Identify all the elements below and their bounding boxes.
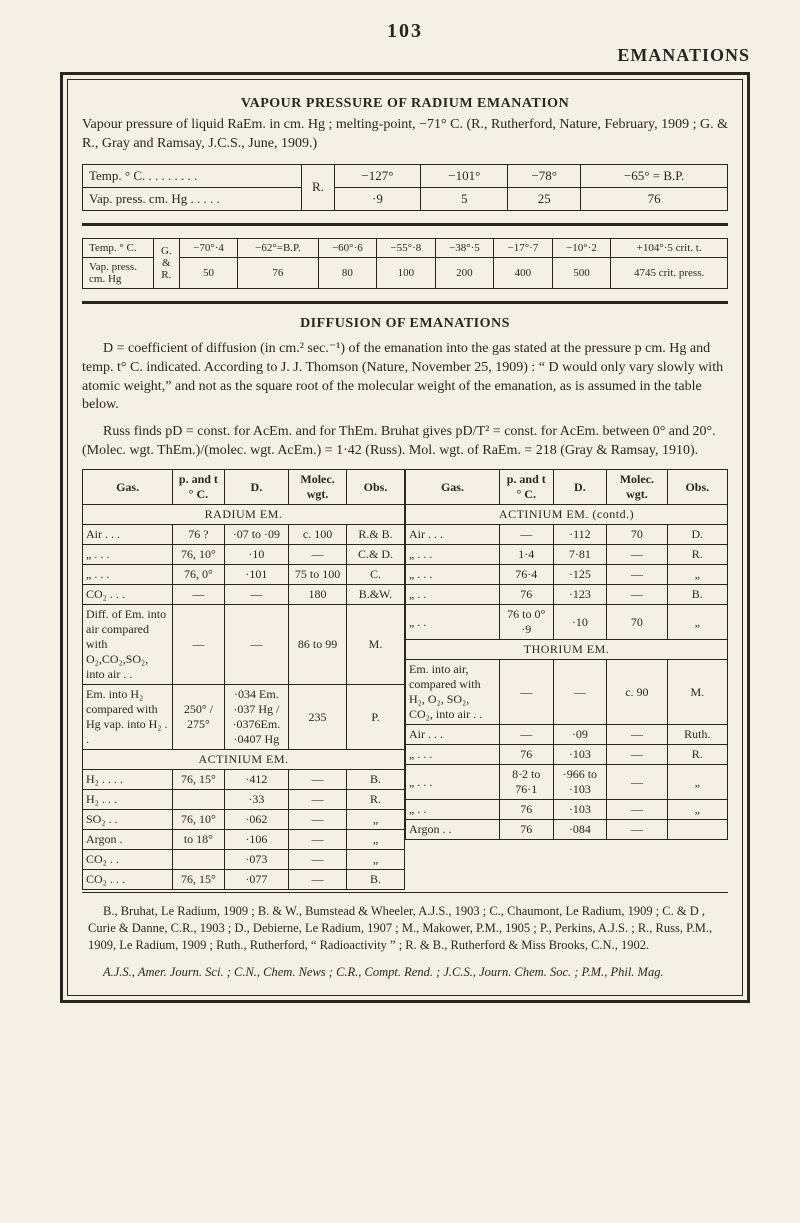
diffusion-right: Gas. p. and t ° C. D. Molec. wgt. Obs. A… xyxy=(405,469,728,890)
t1-c1-p: 5 xyxy=(421,187,508,210)
page-number: 103 xyxy=(60,20,750,43)
t2-c5-p: 400 xyxy=(494,257,553,288)
t1-r1-label: Temp. ° C. . . . . . . . . xyxy=(83,164,302,187)
right-block1-title: ACTINIUM EM. (contd.) xyxy=(406,505,728,525)
table-row: Em. into H₂ compared with Hg vap. into H… xyxy=(83,685,405,750)
h-gas: Gas. xyxy=(83,470,173,505)
vapour-table-2: Temp. ° C. G. & R. −70°·4 −62°=B.P. −60°… xyxy=(82,238,728,289)
right-table: Gas. p. and t ° C. D. Molec. wgt. Obs. A… xyxy=(405,469,728,840)
table-row: SO₂ . .76, 10°·062—„ xyxy=(83,810,405,830)
t2-c6-t: −10°·2 xyxy=(552,238,611,257)
table-row: Em. into air, compared with H₂, O₂, SO₂,… xyxy=(406,660,728,725)
t1-c0-p: ·9 xyxy=(334,187,421,210)
t2-r1-label: Temp. ° C. xyxy=(83,238,154,257)
h-pt: p. and t ° C. xyxy=(499,470,553,505)
t2-c7-t: +104°·5 crit. t. xyxy=(611,238,728,257)
left-block1-title: RADIUM EM. xyxy=(83,505,405,525)
t2-c4-t: −38°·5 xyxy=(435,238,494,257)
table-row: „ . . .76·4·125—„ xyxy=(406,565,728,585)
table-row: Air . . .—·11270D. xyxy=(406,525,728,545)
page: 103 EMANATIONS VAPOUR PRESSURE OF RADIUM… xyxy=(0,0,800,1033)
t2-c4-p: 200 xyxy=(435,257,494,288)
table-row: „ . . .8·2 to 76·1·966 to ·103—„ xyxy=(406,765,728,800)
table-row: H₂ . . . .76, 15°·412—B. xyxy=(83,770,405,790)
table-row: „ . . .76, 0°·10175 to 100C. xyxy=(83,565,405,585)
h-obs: Obs. xyxy=(347,470,405,505)
table-row: „ . . .1·47·81—R. xyxy=(406,545,728,565)
references-1: B., Bruhat, Le Radium, 1909 ; B. & W., B… xyxy=(88,903,722,954)
t2-side-mid: & xyxy=(162,257,171,269)
t2-c7-p: 4745 crit. press. xyxy=(611,257,728,288)
diffusion-tables: Gas. p. and t ° C. D. Molec. wgt. Obs. R… xyxy=(82,469,728,890)
divider xyxy=(82,301,728,304)
inner-frame: VAPOUR PRESSURE OF RADIUM EMANATION Vapo… xyxy=(67,79,743,996)
t1-c0-t: −127° xyxy=(334,164,421,187)
h-mw: Molec. wgt. xyxy=(289,470,347,505)
t2-side-top: G. xyxy=(161,245,172,257)
table-row: Diff. of Em. into air compared with O₂,C… xyxy=(83,605,405,685)
left-table: Gas. p. and t ° C. D. Molec. wgt. Obs. R… xyxy=(82,469,405,890)
table-row: Argon .to 18°·106—„ xyxy=(83,830,405,850)
right-block2-title: THORIUM EM. xyxy=(406,640,728,660)
t2-c3-p: 100 xyxy=(377,257,436,288)
table-row: CO₂ . .·073—„ xyxy=(83,850,405,870)
t2-c5-t: −17°·7 xyxy=(494,238,553,257)
h-pt: p. and t ° C. xyxy=(173,470,225,505)
h-mw: Molec. wgt. xyxy=(607,470,667,505)
outer-frame: VAPOUR PRESSURE OF RADIUM EMANATION Vapo… xyxy=(60,72,750,1003)
t2-c2-t: −60°·6 xyxy=(318,238,377,257)
t1-c2-p: 25 xyxy=(508,187,581,210)
section2-para2: Russ finds pD = const. for AcEm. and for… xyxy=(82,423,728,461)
table-row: „ . .76·123—B. xyxy=(406,585,728,605)
section2-para1: D = coefficient of diffusion (in cm.² se… xyxy=(82,340,728,416)
divider xyxy=(82,223,728,226)
t2-c0-t: −70°·4 xyxy=(179,238,238,257)
corner-title: EMANATIONS xyxy=(60,45,750,66)
h-d: D. xyxy=(224,470,288,505)
table-row: Air . . .—·09—Ruth. xyxy=(406,725,728,745)
table-row: Air . . .76 ?·07 to ·09c. 100R.& B. xyxy=(83,525,405,545)
table-row: Argon . .76·084— xyxy=(406,820,728,840)
t1-center: R. xyxy=(302,164,334,210)
t2-c6-p: 500 xyxy=(552,257,611,288)
t2-c2-p: 80 xyxy=(318,257,377,288)
t2-side: G. & R. xyxy=(153,238,179,288)
t2-c3-t: −55°·8 xyxy=(377,238,436,257)
h-d: D. xyxy=(553,470,607,505)
h-obs: Obs. xyxy=(667,470,727,505)
left-block2-title: ACTINIUM EM. xyxy=(83,750,405,770)
t1-c2-t: −78° xyxy=(508,164,581,187)
h-gas: Gas. xyxy=(406,470,500,505)
references-2: A.J.S., Amer. Journ. Sci. ; C.N., Chem. … xyxy=(88,964,722,981)
section2-title: DIFFUSION OF EMANATIONS xyxy=(82,316,728,332)
t2-side-bot: R. xyxy=(161,269,171,281)
diffusion-left: Gas. p. and t ° C. D. Molec. wgt. Obs. R… xyxy=(82,469,405,890)
section1-intro: Vapour pressure of liquid RaEm. in cm. H… xyxy=(82,116,728,154)
t2-r2-label: Vap. press. cm. Hg xyxy=(83,257,154,288)
t1-c3-t: −65° = B.P. xyxy=(581,164,728,187)
t2-c0-p: 50 xyxy=(179,257,238,288)
t1-c3-p: 76 xyxy=(581,187,728,210)
table-row: „ . . .76, 10°·10—C.& D. xyxy=(83,545,405,565)
table-row: „ . .76·103—„ xyxy=(406,800,728,820)
t1-r2-label: Vap. press. cm. Hg . . . . . xyxy=(83,187,302,210)
table-row: H₂ . . .·33—R. xyxy=(83,790,405,810)
table-row: „ . .76 to 0° ·9·1070„ xyxy=(406,605,728,640)
divider xyxy=(82,892,728,893)
t2-c1-t: −62°=B.P. xyxy=(238,238,318,257)
t1-c1-t: −101° xyxy=(421,164,508,187)
table-row: CO₂ . . .76, 15°·077—B. xyxy=(83,870,405,890)
vapour-table-1: Temp. ° C. . . . . . . . . R. −127° −101… xyxy=(82,164,728,211)
section1-title: VAPOUR PRESSURE OF RADIUM EMANATION xyxy=(82,96,728,112)
t2-c1-p: 76 xyxy=(238,257,318,288)
table-row: CO₂ . . .——180B.&W. xyxy=(83,585,405,605)
table-row: „ . . .76·103—R. xyxy=(406,745,728,765)
